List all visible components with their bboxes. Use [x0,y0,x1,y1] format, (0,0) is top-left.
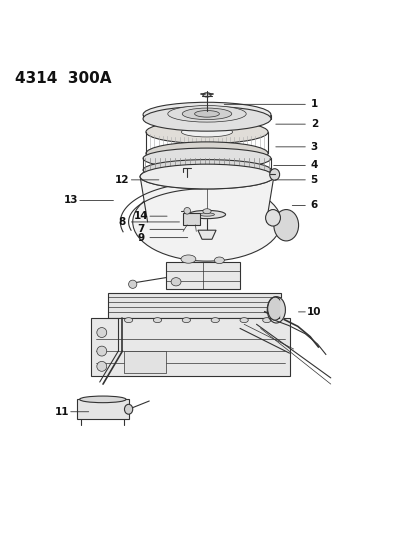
Ellipse shape [153,318,161,322]
Ellipse shape [97,361,107,372]
Text: 10: 10 [306,307,321,317]
Text: 9: 9 [137,232,144,243]
Text: 4: 4 [310,160,317,171]
Ellipse shape [214,257,224,264]
Ellipse shape [97,328,107,337]
Ellipse shape [262,318,270,322]
Ellipse shape [140,164,273,189]
Text: 8: 8 [119,217,126,227]
Ellipse shape [97,346,107,356]
Ellipse shape [211,318,219,322]
Ellipse shape [182,318,190,322]
Text: 3: 3 [310,142,317,152]
Polygon shape [197,230,216,239]
Ellipse shape [273,209,298,241]
Text: 4314  300A: 4314 300A [15,70,112,85]
Ellipse shape [128,280,137,288]
Bar [77,399,128,419]
Text: 1: 1 [310,99,317,109]
Bar [108,293,280,318]
Ellipse shape [124,318,133,322]
Ellipse shape [167,106,246,122]
Text: 14: 14 [133,211,148,221]
Ellipse shape [267,297,282,320]
Ellipse shape [145,142,268,165]
Ellipse shape [182,108,231,119]
Ellipse shape [188,211,225,219]
Text: 13: 13 [64,196,78,206]
Text: 2: 2 [310,119,317,129]
Text: 7: 7 [137,224,144,235]
Bar [124,351,165,373]
Polygon shape [280,298,285,321]
Text: 11: 11 [55,407,69,417]
Text: 5: 5 [310,175,317,185]
Ellipse shape [199,213,214,216]
Polygon shape [140,176,273,222]
Ellipse shape [202,209,211,214]
Ellipse shape [145,120,268,143]
Text: 12: 12 [115,175,129,185]
Ellipse shape [133,183,280,261]
Ellipse shape [180,255,195,263]
Ellipse shape [202,93,211,97]
Ellipse shape [143,160,270,180]
Ellipse shape [171,278,180,286]
Ellipse shape [79,396,126,402]
Ellipse shape [240,318,248,322]
Ellipse shape [265,209,280,226]
Ellipse shape [181,127,232,137]
Ellipse shape [143,102,270,127]
Ellipse shape [194,110,219,117]
Bar [91,318,289,376]
Bar [165,262,240,289]
Ellipse shape [181,149,232,158]
Text: 6: 6 [310,200,317,211]
Ellipse shape [143,107,270,131]
Ellipse shape [269,169,279,180]
Ellipse shape [183,207,190,214]
Ellipse shape [124,405,133,414]
Ellipse shape [140,164,273,189]
Bar [183,213,199,225]
Ellipse shape [143,148,270,169]
